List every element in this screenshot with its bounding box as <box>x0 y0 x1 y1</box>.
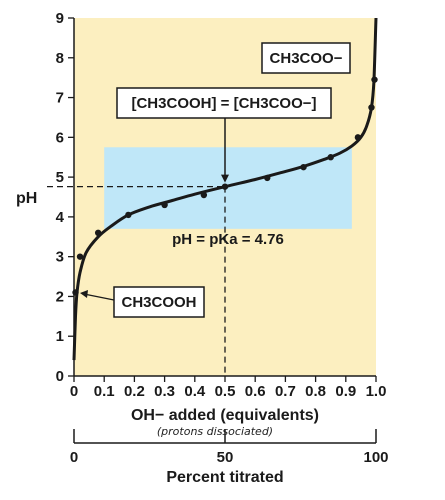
equal-concentration-label-frame <box>116 87 332 119</box>
y-tick-label: 8 <box>56 50 64 67</box>
x-tick-label: 0.1 <box>94 383 115 400</box>
data-point <box>371 76 378 83</box>
x-tick-label: 0.7 <box>275 383 296 400</box>
data-point <box>94 229 102 236</box>
x-tick-label: 0.9 <box>335 383 356 400</box>
x-tick-label: 0.3 <box>154 383 175 400</box>
conjugate-base-label: CH3COO− <box>261 42 351 74</box>
y-tick-label: 9 <box>56 10 64 27</box>
data-point <box>368 104 375 111</box>
y-tick-label: 0 <box>56 368 64 385</box>
data-point <box>264 174 271 182</box>
y-tick-label: 7 <box>56 90 64 107</box>
data-point <box>161 201 168 209</box>
buffer-region <box>104 147 352 229</box>
x-tick-label: 0.2 <box>124 383 145 400</box>
y-axis-label: pH <box>16 190 37 207</box>
conjugate-base-label-text: CH3COO− <box>270 50 343 67</box>
mid-arrow-head <box>221 174 229 183</box>
data-point <box>354 134 362 141</box>
percent-tick-label: 0 <box>70 449 78 466</box>
acetic-acid-label-frame <box>113 286 205 318</box>
x-axis-note: (protons dissociated) <box>157 425 273 438</box>
acid-arrow-head <box>80 290 88 298</box>
data-point <box>200 191 208 199</box>
x2-axis-label: Percent titrated <box>166 469 283 486</box>
y-tick-label: 4 <box>56 209 65 226</box>
x-axis-label: OH− added (equivalents) <box>131 407 319 424</box>
data-point <box>327 154 334 161</box>
data-point <box>300 163 307 171</box>
y-tick-label: 3 <box>56 249 64 266</box>
percent-tick-label: 100 <box>363 449 388 466</box>
acid-arrow-line <box>83 293 115 301</box>
percent-tick-label: 50 <box>217 449 234 466</box>
equal-concentration-label: [CH3COOH] = [CH3COO−] <box>116 87 332 119</box>
acetic-acid-label-text: CH3COOH <box>121 294 196 311</box>
x-tick-label: 0.6 <box>245 383 266 400</box>
x-tick-label: 0.4 <box>184 383 206 400</box>
data-point <box>76 253 84 260</box>
equal-concentration-label-text: [CH3COOH] = [CH3COO−] <box>131 95 316 112</box>
y-tick-label: 1 <box>56 328 64 345</box>
acetic-acid-label: CH3COOH <box>113 286 205 318</box>
y-tick-label: 2 <box>56 288 64 305</box>
y-tick-label: 6 <box>56 129 64 146</box>
x-tick-label: 0.5 <box>215 383 236 400</box>
x-tick-label: 0.8 <box>305 383 326 400</box>
x-tick-label: 0 <box>70 383 78 400</box>
y-tick-label: 5 <box>56 169 64 186</box>
x-tick-label: 1.0 <box>366 383 387 400</box>
pka-label: pH = pKa = 4.76 <box>172 231 284 248</box>
conjugate-base-label-frame <box>261 42 351 74</box>
data-point <box>125 211 132 219</box>
